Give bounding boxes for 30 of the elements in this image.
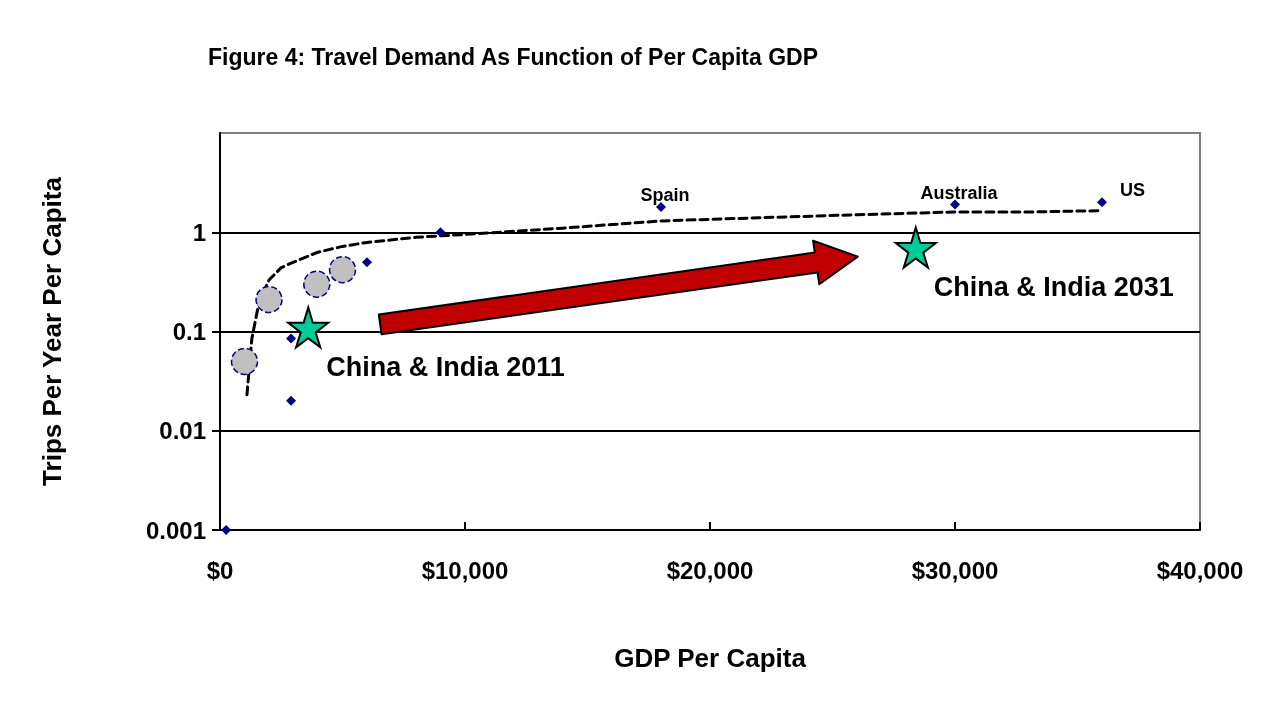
point	[303, 270, 331, 298]
y-axis-title: Trips Per Year Per Capita	[37, 176, 67, 486]
point	[1097, 197, 1107, 208]
x-tick-label: $10,000	[421, 556, 509, 584]
y-tick-label: 1	[192, 218, 206, 246]
annotation: China & India 2031	[933, 272, 1174, 303]
y-tick-label: 0.001	[145, 516, 206, 544]
x-tick-label: $0	[206, 556, 234, 584]
chart-title: Figure 4: Travel Demand As Function of Per Capita GDP	[208, 43, 819, 70]
point	[286, 395, 297, 406]
point	[435, 227, 446, 238]
annotation: Australia	[920, 182, 999, 203]
y-tick-label: 0.01	[159, 417, 206, 445]
annotation: US	[1120, 180, 1146, 201]
y-tick-label: 0.1	[172, 318, 206, 345]
point	[950, 199, 960, 210]
point	[328, 255, 357, 284]
annotation: Spain	[640, 184, 690, 205]
x-tick-label: $40,000	[1156, 556, 1244, 584]
x-tick-label: $30,000	[911, 556, 999, 584]
point	[286, 333, 297, 344]
point	[893, 224, 939, 271]
point	[287, 306, 330, 349]
point	[230, 347, 259, 376]
point	[255, 285, 283, 314]
x-axis-title: GDP Per Capita	[614, 643, 807, 673]
point	[221, 525, 232, 535]
x-tick-label: $20,000	[666, 556, 754, 584]
point	[362, 257, 372, 268]
annotation: China & India 2011	[326, 351, 565, 382]
